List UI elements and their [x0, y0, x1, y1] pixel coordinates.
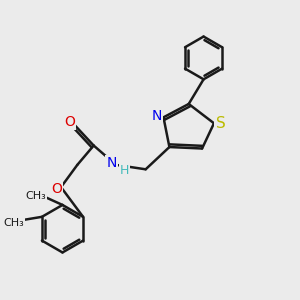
Text: O: O — [64, 115, 75, 129]
Text: CH₃: CH₃ — [26, 191, 46, 201]
Text: H: H — [120, 164, 129, 177]
Text: S: S — [216, 116, 225, 131]
Text: N: N — [106, 156, 117, 170]
Text: CH₃: CH₃ — [3, 218, 24, 228]
Text: N: N — [152, 109, 162, 123]
Text: O: O — [51, 182, 62, 196]
